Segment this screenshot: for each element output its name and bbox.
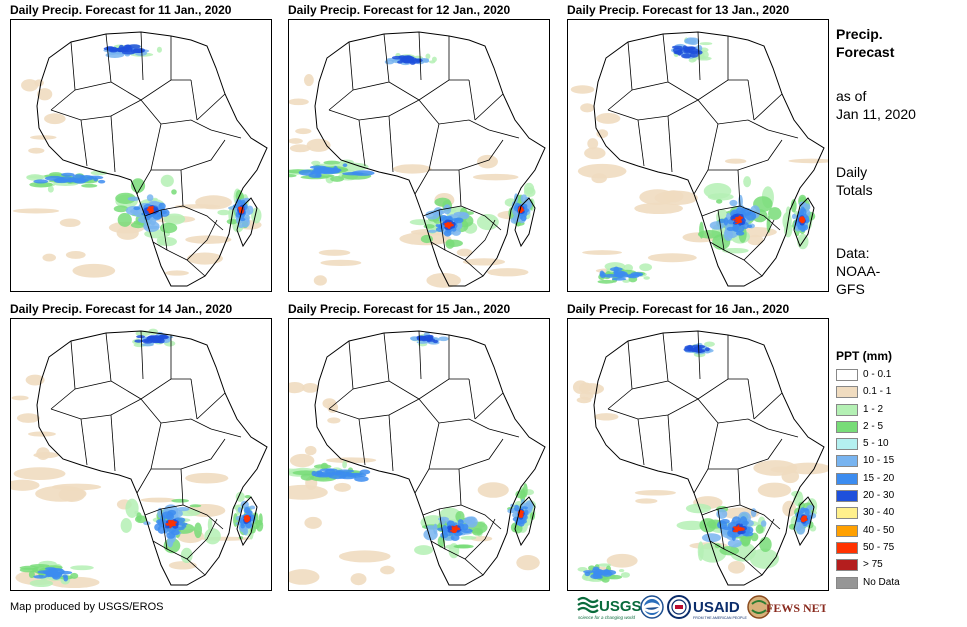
partner-logos: USGS science for a changing world USAID … xyxy=(576,594,828,620)
panel-title: Daily Precip. Forecast for 13 Jan., 2020 xyxy=(567,3,790,17)
legend-swatch xyxy=(836,507,858,520)
precip-map xyxy=(10,318,272,591)
legend-label: 5 - 10 xyxy=(863,438,889,450)
legend-label: 40 - 50 xyxy=(863,524,895,536)
panel-title: Daily Precip. Forecast for 11 Jan., 2020 xyxy=(10,3,232,17)
totals-line: Totals xyxy=(836,182,873,198)
precip-map xyxy=(10,19,272,292)
precip-map xyxy=(567,19,829,292)
legend-label: 0.1 - 1 xyxy=(863,386,892,398)
legend-label: > 75 xyxy=(863,559,883,571)
legend-label: 50 - 75 xyxy=(863,541,895,553)
daily-totals-label: Daily Totals xyxy=(836,163,873,199)
side-heading: Precip. Forecast xyxy=(836,25,894,61)
logo-strip: USGS science for a changing world USAID … xyxy=(577,595,828,620)
data-line: NOAA- xyxy=(836,263,881,279)
legend-title: PPT (mm) xyxy=(836,349,893,363)
legend-label: 20 - 30 xyxy=(863,490,895,502)
precip-map xyxy=(288,19,550,292)
legend-swatch xyxy=(836,420,858,433)
panel-title: Daily Precip. Forecast for 14 Jan., 2020 xyxy=(10,302,233,316)
asof-value: Jan 11, 2020 xyxy=(836,106,916,122)
panel-title: Daily Precip. Forecast for 12 Jan., 2020 xyxy=(288,3,511,17)
legend-swatch xyxy=(836,455,858,468)
heading-line: Forecast xyxy=(836,44,895,60)
data-line: GFS xyxy=(836,281,865,297)
legend-label: 2 - 5 xyxy=(863,420,884,432)
usgs-tagline: science for a changing world xyxy=(578,615,636,620)
precip-map xyxy=(288,318,550,591)
as-of-date: as of Jan 11, 2020 xyxy=(836,87,916,123)
precip-map xyxy=(567,318,829,591)
legend-swatch xyxy=(836,472,858,485)
legend-label: 1 - 2 xyxy=(863,403,884,415)
fewsnet-logo: FEWS NET xyxy=(747,595,828,619)
panel-title: Daily Precip. Forecast for 16 Jan., 2020 xyxy=(567,302,790,316)
asof-label: as of xyxy=(836,88,867,104)
legend-swatch xyxy=(836,490,858,503)
map-panel-jan16: Daily Precip. Forecast for 16 Jan., 2020 xyxy=(567,302,829,595)
map-credit: Map produced by USGS/EROS xyxy=(10,601,164,613)
usaid-text: USAID xyxy=(693,599,740,616)
legend-swatch xyxy=(836,559,858,572)
legend-swatch xyxy=(836,438,858,451)
legend-swatch xyxy=(836,386,858,399)
totals-line: Daily xyxy=(836,164,868,180)
map-panel-jan15: Daily Precip. Forecast for 15 Jan., 2020 xyxy=(288,302,550,595)
map-panel-jan14: Daily Precip. Forecast for 14 Jan., 2020 xyxy=(10,302,272,595)
legend-swatch xyxy=(836,576,858,589)
legend-label: 30 - 40 xyxy=(863,507,895,519)
data-line: Data: xyxy=(836,245,870,261)
legend-label: No Data xyxy=(863,576,900,588)
legend-swatch xyxy=(836,403,858,416)
usaid-logo: USAID FROM THE AMERICAN PEOPLE xyxy=(667,595,747,620)
legend-swatch xyxy=(836,369,858,381)
panel-title: Daily Precip. Forecast for 15 Jan., 2020 xyxy=(288,302,511,316)
map-panel-jan11: Daily Precip. Forecast for 11 Jan., 2020 xyxy=(10,3,272,296)
fewsnet-text: FEWS NET xyxy=(766,601,826,615)
legend-swatch xyxy=(836,524,858,537)
heading-line: Precip. xyxy=(836,26,883,42)
noaa-logo xyxy=(640,595,664,619)
legend-label: 0 - 0.1 xyxy=(863,369,892,380)
usgs-text: USGS xyxy=(599,598,642,615)
legend-label: 10 - 15 xyxy=(863,455,895,467)
map-panel-jan12: Daily Precip. Forecast for 12 Jan., 2020 xyxy=(288,3,550,296)
usgs-logo: USGS science for a changing world xyxy=(577,596,642,620)
data-source: Data: NOAA- GFS xyxy=(836,244,880,298)
legend-label: 15 - 20 xyxy=(863,472,895,484)
legend-swatch xyxy=(836,541,858,554)
usaid-tagline: FROM THE AMERICAN PEOPLE xyxy=(693,616,747,620)
map-panel-jan13: Daily Precip. Forecast for 13 Jan., 2020 xyxy=(567,3,829,296)
